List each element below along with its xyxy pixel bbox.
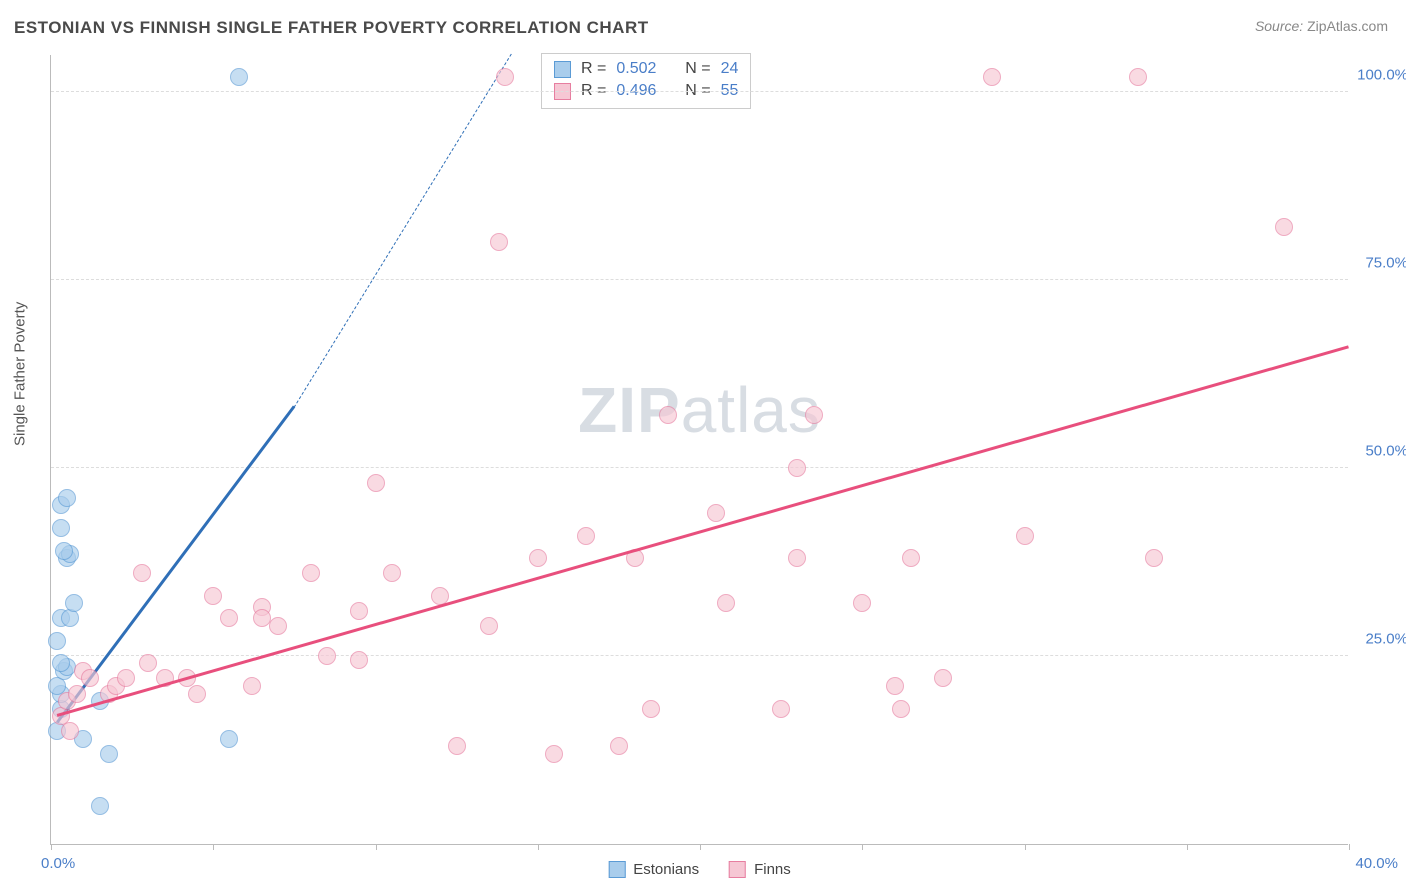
source-label: Source:: [1255, 18, 1303, 34]
scatter-point: [243, 677, 261, 695]
legend-swatch: [554, 61, 571, 78]
x-tick-label: 40.0%: [1355, 855, 1398, 872]
scatter-point: [659, 406, 677, 424]
scatter-point: [529, 549, 547, 567]
scatter-point: [886, 677, 904, 695]
scatter-point: [117, 669, 135, 687]
scatter-plot: ZIPatlas R = 0.502 N = 24R = 0.496 N = 5…: [50, 55, 1348, 845]
gridline: [51, 279, 1348, 280]
y-tick-label: 50.0%: [1365, 442, 1406, 459]
correlation-row: R = 0.502 N = 24: [554, 58, 738, 80]
r-value: 0.502: [616, 60, 656, 78]
source-value: ZipAtlas.com: [1307, 18, 1388, 34]
scatter-point: [717, 594, 735, 612]
scatter-point: [1016, 527, 1034, 545]
scatter-point: [892, 700, 910, 718]
legend-swatch: [729, 861, 746, 878]
scatter-point: [707, 504, 725, 522]
x-tick: [376, 844, 377, 850]
scatter-point: [350, 651, 368, 669]
scatter-point: [139, 654, 157, 672]
scatter-point: [902, 549, 920, 567]
scatter-point: [302, 564, 320, 582]
n-label: N =: [685, 60, 710, 78]
legend-item: Finns: [729, 861, 791, 878]
correlation-legend: R = 0.502 N = 24R = 0.496 N = 55: [541, 53, 751, 109]
scatter-point: [367, 474, 385, 492]
scatter-point: [58, 489, 76, 507]
page-title: ESTONIAN VS FINNISH SINGLE FATHER POVERT…: [14, 18, 649, 38]
scatter-point: [220, 609, 238, 627]
gridline: [51, 91, 1348, 92]
scatter-point: [350, 602, 368, 620]
scatter-point: [52, 654, 70, 672]
x-tick: [1187, 844, 1188, 850]
y-tick-label: 75.0%: [1365, 254, 1406, 271]
scatter-point: [318, 647, 336, 665]
scatter-point: [545, 745, 563, 763]
scatter-point: [68, 685, 86, 703]
scatter-point: [1129, 68, 1147, 86]
series-legend: Estonians Finns: [608, 861, 791, 878]
trend-line: [57, 345, 1349, 716]
trend-line-dashed: [294, 53, 512, 407]
r-label: R =: [581, 60, 606, 78]
scatter-point: [383, 564, 401, 582]
scatter-point: [805, 406, 823, 424]
scatter-point: [133, 564, 151, 582]
legend-label: Estonians: [633, 861, 699, 878]
legend-item: Estonians: [608, 861, 699, 878]
scatter-point: [61, 609, 79, 627]
scatter-point: [204, 587, 222, 605]
scatter-point: [91, 797, 109, 815]
scatter-point: [496, 68, 514, 86]
x-tick: [213, 844, 214, 850]
legend-swatch: [608, 861, 625, 878]
scatter-point: [983, 68, 1001, 86]
scatter-point: [55, 542, 73, 560]
scatter-point: [577, 527, 595, 545]
scatter-point: [269, 617, 287, 635]
gridline: [51, 655, 1348, 656]
scatter-point: [490, 233, 508, 251]
scatter-point: [230, 68, 248, 86]
scatter-point: [610, 737, 628, 755]
x-tick: [700, 844, 701, 850]
scatter-point: [788, 459, 806, 477]
x-tick: [538, 844, 539, 850]
scatter-point: [48, 632, 66, 650]
scatter-point: [81, 669, 99, 687]
x-tick: [1349, 844, 1350, 850]
scatter-point: [220, 730, 238, 748]
scatter-point: [480, 617, 498, 635]
y-tick-label: 25.0%: [1365, 630, 1406, 647]
scatter-point: [65, 594, 83, 612]
scatter-point: [100, 745, 118, 763]
scatter-point: [642, 700, 660, 718]
y-tick-label: 100.0%: [1357, 66, 1406, 83]
scatter-point: [1275, 218, 1293, 236]
scatter-point: [788, 549, 806, 567]
x-tick: [51, 844, 52, 850]
source-credit: Source: ZipAtlas.com: [1255, 18, 1388, 34]
y-axis-label: Single Father Poverty: [12, 302, 29, 446]
scatter-point: [448, 737, 466, 755]
scatter-point: [52, 519, 70, 537]
x-tick: [862, 844, 863, 850]
scatter-point: [61, 722, 79, 740]
watermark-atlas: atlas: [681, 374, 821, 446]
n-value: 24: [721, 60, 739, 78]
scatter-point: [772, 700, 790, 718]
watermark: ZIPatlas: [578, 373, 821, 447]
x-tick: [1025, 844, 1026, 850]
scatter-point: [853, 594, 871, 612]
scatter-point: [934, 669, 952, 687]
scatter-point: [188, 685, 206, 703]
legend-label: Finns: [754, 861, 791, 878]
scatter-point: [1145, 549, 1163, 567]
x-tick-label: 0.0%: [41, 855, 75, 872]
